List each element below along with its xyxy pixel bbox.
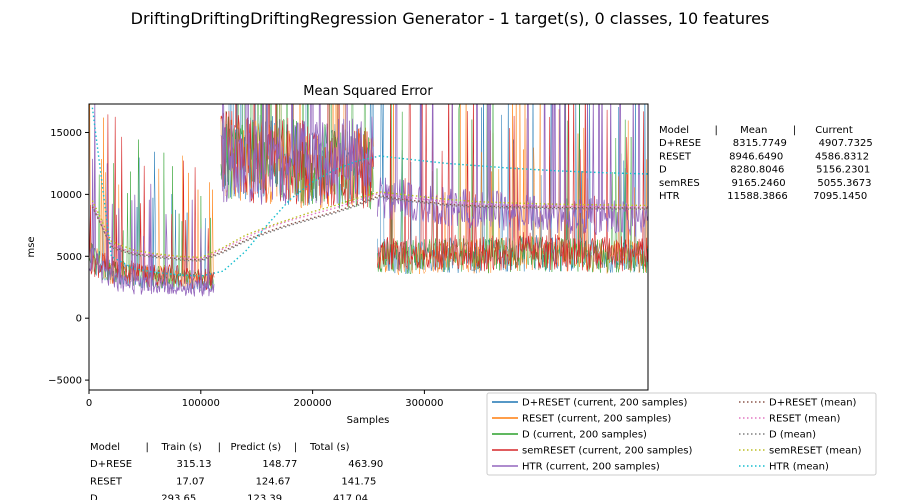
timing-table: Model | Train (s) | Predict (s) | Total …: [90, 442, 383, 500]
legend-entry-label: D+RESET (current, 200 samples): [522, 398, 687, 409]
chart-title: Mean Squared Error: [303, 84, 433, 99]
mean-series-line: [91, 107, 648, 277]
mean-series-line: [91, 192, 648, 260]
x-tick-label: 200000: [294, 398, 332, 409]
legend-entry-label: HTR (current, 200 samples): [522, 462, 660, 473]
y-axis: −5000 0 5000 10000 15000: [48, 128, 89, 387]
x-axis: 0 100000 200000 300000: [86, 390, 443, 409]
y-tick-label: −5000: [48, 376, 82, 387]
y-tick-label: 15000: [50, 128, 82, 139]
table-header: Model | Mean | Current: [659, 125, 853, 136]
plot-frame: [88, 103, 649, 391]
legend-entry-label: semRESET (current, 200 samples): [522, 446, 692, 457]
mean-series-line: [91, 194, 648, 261]
table-row: D+RESE 8315.7749 4907.7325: [659, 138, 873, 149]
table-row: RESET 17.07 124.67 141.75: [90, 476, 376, 487]
x-axis-label: Samples: [347, 415, 390, 426]
x-tick-label: 300000: [405, 398, 443, 409]
table-row: D 293.65 123.39 417.04: [90, 494, 368, 500]
table-row: D+RESE 315.13 148.77 463.90: [90, 459, 383, 470]
table-header: Model | Train (s) | Predict (s) | Total …: [90, 442, 350, 453]
y-axis-label: mse: [26, 236, 37, 257]
x-tick-label: 0: [86, 398, 92, 409]
legend: D+RESET (current, 200 samples) RESET (cur…: [486, 392, 877, 476]
summary-table: Model | Mean | Current D+RESE 8315.7749 4…: [659, 125, 873, 202]
legend-entry-label: D (mean): [769, 430, 816, 441]
legend-entry-label: RESET (mean): [769, 414, 840, 425]
table-row: HTR 11588.3866 7095.1450: [659, 191, 867, 202]
legend-entry-label: D+RESET (mean): [769, 398, 857, 409]
table-row: D 8280.8046 5156.2301: [659, 165, 870, 176]
mean-series-line: [91, 196, 648, 262]
y-tick-label: 0: [76, 314, 82, 325]
legend-frame: [486, 392, 877, 476]
figure-suptitle: DriftingDriftingDriftingRegression Gener…: [131, 9, 770, 28]
y-tick-label: 5000: [57, 252, 82, 263]
y-tick-label: 10000: [50, 190, 82, 201]
series-layer: [89, 104, 648, 297]
legend-entry-label: HTR (mean): [769, 462, 829, 473]
legend-entry-label: D (current, 200 samples): [522, 430, 647, 441]
legend-entry-label: semRESET (mean): [769, 446, 862, 457]
table-row: RESET 8946.6490 4586.8312: [659, 151, 869, 162]
legend-entry-label: RESET (current, 200 samples): [522, 414, 671, 425]
table-row: semRES 9165.2460 5055.3673: [659, 178, 871, 189]
mean-series-line: [91, 191, 648, 259]
x-tick-label: 100000: [182, 398, 220, 409]
